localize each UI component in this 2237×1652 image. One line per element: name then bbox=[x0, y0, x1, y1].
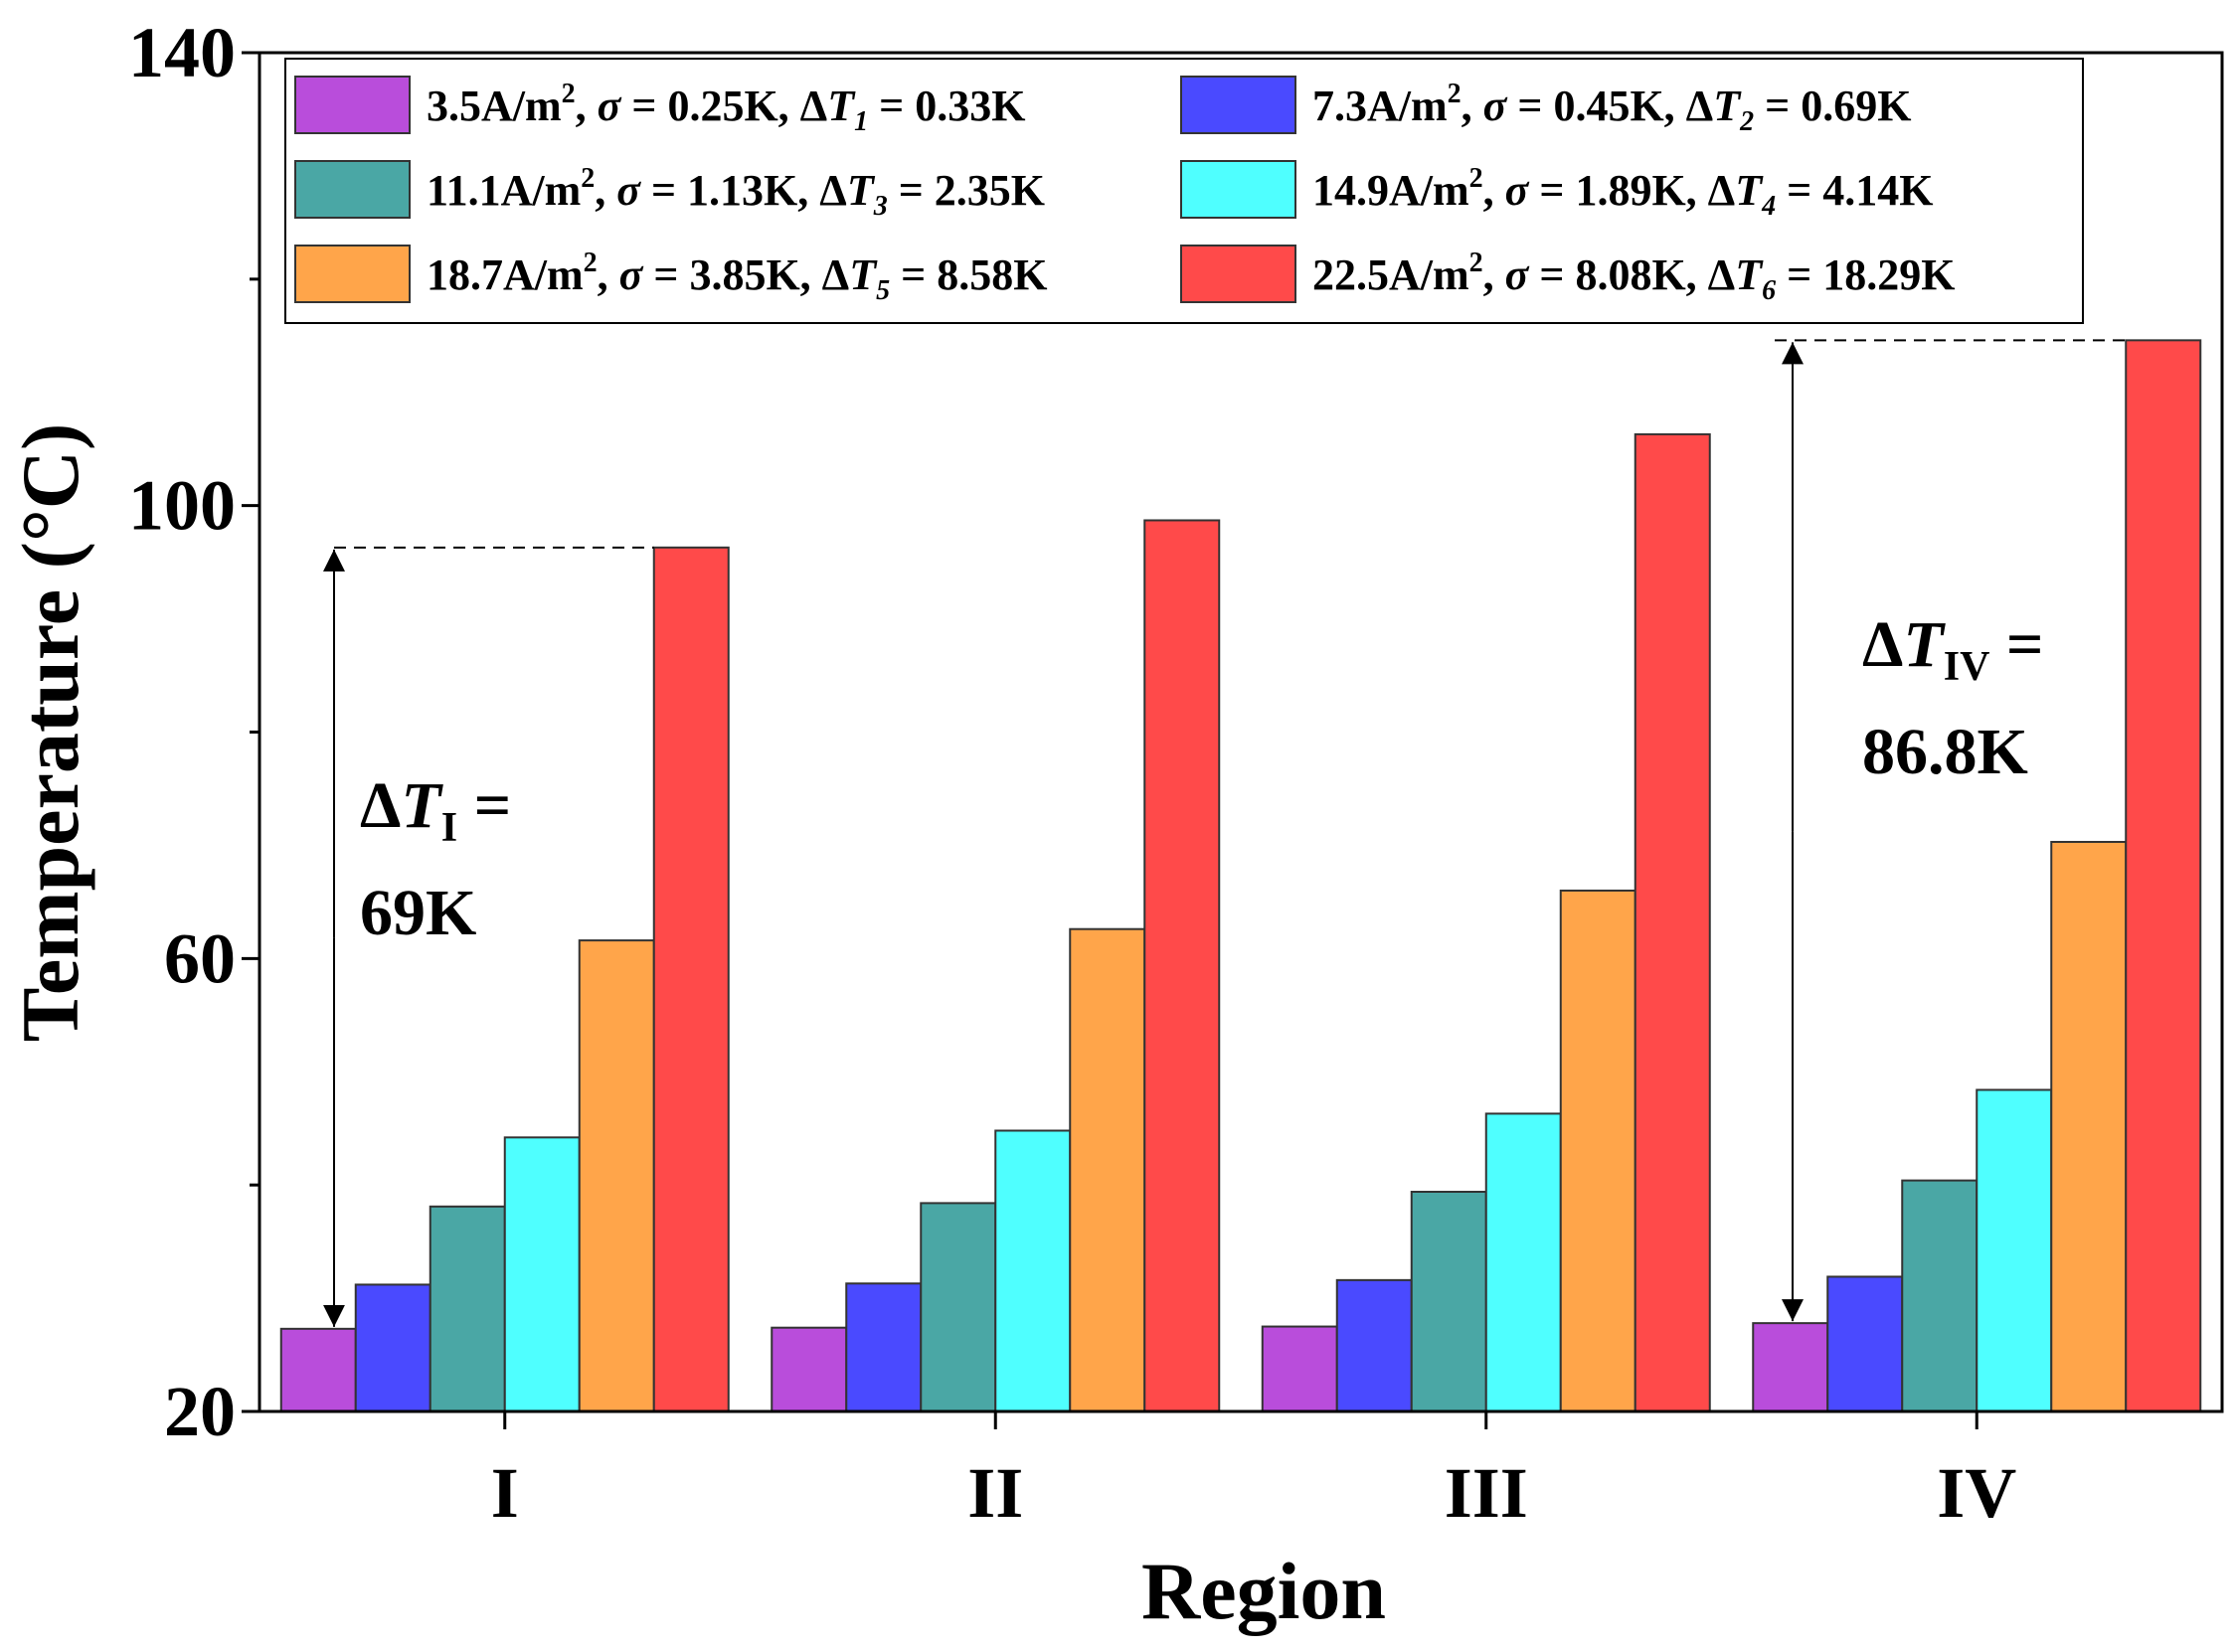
annotation-label: ΔTIV = bbox=[1862, 608, 2044, 690]
y-tick-label: 20 bbox=[164, 1372, 236, 1451]
legend-label-6: 22.5A/m2, σ = 8.08K, ΔT6 = 18.29K bbox=[1312, 248, 1955, 306]
bar-I-series-1 bbox=[279, 1327, 357, 1412]
bar-I-series-3 bbox=[429, 1205, 506, 1412]
annotation-value: 86.8K bbox=[1862, 716, 2028, 788]
bar-II-series-4 bbox=[994, 1129, 1072, 1413]
x-axis-title: Region bbox=[1141, 1546, 1386, 1636]
legend: 3.5A/m2, σ = 0.25K, ΔT1 = 0.33K 7.3A/m2, … bbox=[284, 58, 2084, 324]
bar-IV-series-4 bbox=[1976, 1088, 2053, 1413]
bars-layer bbox=[279, 339, 2202, 1413]
bar-III-series-4 bbox=[1484, 1112, 1562, 1412]
bar-II-series-3 bbox=[920, 1202, 997, 1412]
y-tick-label: 60 bbox=[164, 918, 236, 998]
annotation-label: ΔTI = bbox=[360, 769, 511, 851]
bar-I-series-2 bbox=[354, 1283, 431, 1412]
legend-label-4: 14.9A/m2, σ = 1.89K, ΔT4 = 4.14K bbox=[1312, 163, 1933, 222]
legend-swatch-5 bbox=[294, 245, 411, 303]
x-tick-label: IV bbox=[1937, 1453, 2016, 1533]
bar-II-series-1 bbox=[771, 1326, 848, 1412]
bar-II-series-6 bbox=[1143, 519, 1221, 1412]
bar-IV-series-6 bbox=[2125, 339, 2202, 1412]
legend-swatch-6 bbox=[1180, 245, 1296, 303]
legend-swatch-4 bbox=[1180, 160, 1296, 219]
bar-III-series-2 bbox=[1335, 1278, 1413, 1413]
annotations-layer: ΔTI = 69K ΔTIV = 86.8K bbox=[323, 339, 2127, 1327]
y-tick-label: 140 bbox=[128, 13, 236, 92]
legend-swatch-1 bbox=[294, 76, 411, 134]
bar-I-series-5 bbox=[578, 939, 655, 1413]
bar-III-series-6 bbox=[1634, 432, 1711, 1412]
x-tick-label: III bbox=[1445, 1453, 1528, 1533]
bar-II-series-5 bbox=[1069, 927, 1146, 1413]
legend-label-2: 7.3A/m2, σ = 0.45K, ΔT2 = 0.69K bbox=[1312, 79, 1911, 137]
bar-I-series-4 bbox=[503, 1136, 581, 1412]
bar-IV-series-1 bbox=[1752, 1322, 1829, 1413]
x-tick-label: II bbox=[967, 1453, 1023, 1533]
legend-label-1: 3.5A/m2, σ = 0.25K, ΔT1 = 0.33K bbox=[427, 79, 1025, 137]
legend-swatch-3 bbox=[294, 160, 411, 219]
legend-swatch-2 bbox=[1180, 76, 1296, 134]
legend-label-3: 11.1A/m2, σ = 1.13K, ΔT3 = 2.35K bbox=[427, 163, 1045, 222]
bar-IV-series-3 bbox=[1901, 1179, 1979, 1412]
bar-II-series-2 bbox=[845, 1282, 923, 1412]
bar-IV-series-5 bbox=[2050, 840, 2128, 1412]
y-tick-label: 100 bbox=[128, 466, 236, 546]
bar-I-series-6 bbox=[652, 546, 730, 1412]
x-tick-label: I bbox=[491, 1453, 519, 1533]
bar-III-series-3 bbox=[1410, 1191, 1487, 1413]
legend-label-5: 18.7A/m2, σ = 3.85K, ΔT5 = 8.58K bbox=[427, 248, 1047, 306]
bar-III-series-1 bbox=[1261, 1325, 1338, 1412]
bar-III-series-5 bbox=[1559, 889, 1636, 1412]
annotation-value: 69K bbox=[360, 877, 476, 949]
y-axis-title: Temperature (°C) bbox=[5, 423, 95, 1043]
bar-IV-series-2 bbox=[1826, 1275, 1904, 1413]
